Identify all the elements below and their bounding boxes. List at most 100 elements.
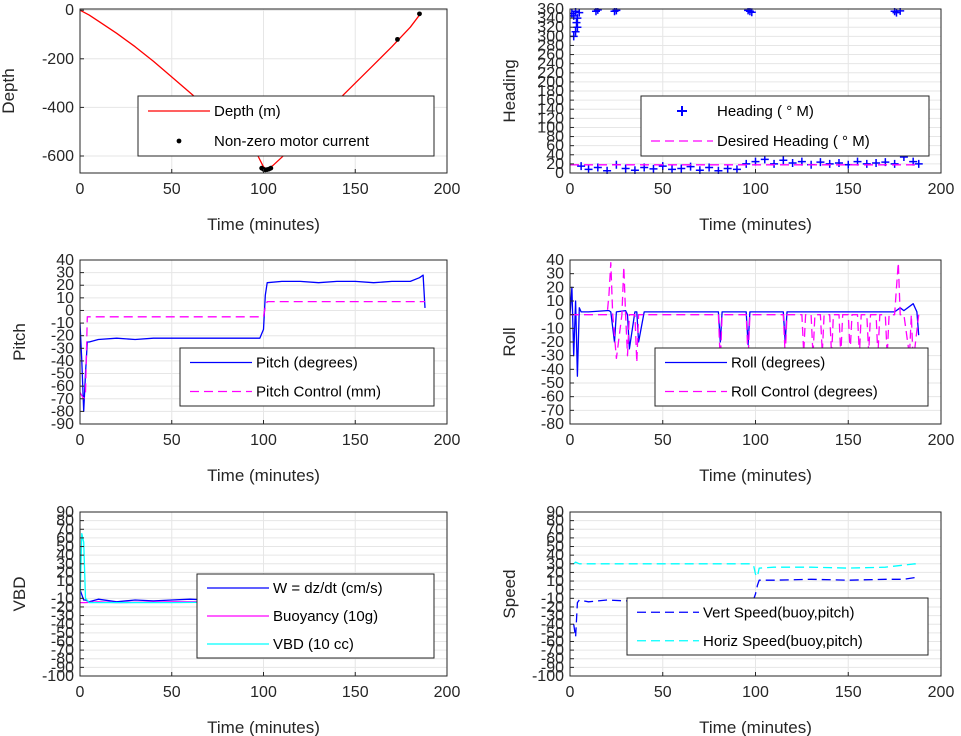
plot-area [570,262,920,377]
y-tick-label: 30 [56,265,74,282]
y-tick-label: -60 [541,633,564,650]
data-point [686,162,695,171]
y-tick-label: -70 [541,402,564,419]
y-tick-label: 70 [546,521,564,538]
y-tick-label: 30 [546,266,564,283]
plot-area [80,274,426,413]
data-point [610,8,619,16]
data-point [892,8,901,17]
y-tick-label: -70 [51,642,74,659]
x-tick-label: 150 [835,432,862,449]
legend-box [179,347,435,407]
legend-label: Depth (m) [214,103,281,120]
series-line-depth-0 [80,9,422,171]
y-tick-label: 120 [537,110,564,127]
y-tick-label: 260 [537,47,564,64]
chart-depth: 0 50 100 150 200 0 -200 -400 -600 Time (minutes) D… [0,2,460,234]
y-tick-label: 20 [546,564,564,581]
y-tick-label: 90 [546,504,564,521]
data-point [591,8,600,16]
y-tick-label: 200 [537,74,564,91]
x-tick-label: 200 [434,432,461,449]
y-tick-label: -90 [51,416,74,433]
y-tick-label: 10 [56,290,74,307]
y-tick-label: 80 [546,513,564,530]
data-point [760,155,769,164]
y-tick-label: -30 [51,608,74,625]
x-tick-label: 150 [835,181,862,198]
data-point [788,158,797,167]
legend: Pitch (degrees) Pitch Control (mm) [179,347,435,407]
x-tick-label: 0 [76,181,85,198]
data-point [571,27,580,36]
x-tick-label: 50 [163,684,181,701]
legend: W = dz/dt (cm/s) Buoyancy (10g) VBD (10 cc… [196,573,435,659]
legend-label: Pitch (degrees) [256,355,358,372]
legend-swatch [677,106,687,116]
y-tick-label: 60 [56,530,74,547]
y-tick-label: 240 [537,56,564,73]
x-axis-label: Time (minutes) [207,215,320,234]
y-tick-label: 340 [537,10,564,27]
legend: Vert Speed(buoy,pitch) Horiz Speed(buoy,p… [626,597,929,656]
y-tick-label: -30 [541,348,564,365]
legend-label: Roll (degrees) [731,355,825,372]
y-tick-label: 30 [546,556,564,573]
y-tick-label: -70 [541,642,564,659]
y-tick-label: -80 [541,651,564,668]
y-tick-label: 60 [546,530,564,547]
x-tick-label: 200 [434,181,461,198]
legend-label: Non-zero motor current [214,133,370,150]
data-point [577,162,586,171]
x-tick-label: 100 [250,684,277,701]
data-point [872,158,881,167]
y-tick-label: -20 [541,334,564,351]
x-tick-label: 100 [742,181,769,198]
data-point [584,165,593,174]
y-tick-label: -20 [541,599,564,616]
x-tick-label: 150 [342,432,369,449]
chart-vbd: 0 50 100 150 2009080706050403020100-10-20-30… [10,504,460,736]
y-tick-label: -20 [51,328,74,345]
y-tick-label: 70 [56,521,74,538]
data-point [732,165,741,174]
y-tick-label: -10 [541,590,564,607]
series-line-roll-1 [570,262,920,364]
y-tick-label: 0 [555,582,564,599]
y-tick-label: 60 [546,138,564,155]
x-tick-label: 100 [742,684,769,701]
y-axis-label: Pitch [10,323,29,361]
x-tick-label: 50 [654,684,672,701]
legend-label: Horiz Speed(buoy,pitch) [703,633,863,650]
y-tick-label: 0 [555,165,564,182]
series-line-pitch-1 [80,300,425,400]
legend-box [640,95,930,157]
y-tick-label: -80 [51,651,74,668]
y-tick-label: 140 [537,101,564,118]
legend-label: Vert Speed(buoy,pitch) [703,604,854,621]
data-point [573,14,582,23]
y-tick-label: -200 [42,51,74,68]
y-tick-label: -10 [51,315,74,332]
y-tick-label: 360 [537,1,564,18]
legend-label: Desired Heading ( ° M) [717,133,870,150]
y-tick-label: 40 [546,547,564,564]
x-tick-label: 200 [928,181,955,198]
data-point [862,159,871,168]
y-tick-label: 80 [546,129,564,146]
x-tick-label: 50 [163,181,181,198]
series-line-roll-0 [570,286,920,377]
y-tick-label: -40 [51,616,74,633]
chart-heading: 0 50 100 150 2000204060801001201401601802002… [500,1,954,234]
y-tick-label: 0 [65,2,74,19]
legend-label: Pitch Control (mm) [256,384,381,401]
y-tick-label: 220 [537,65,564,82]
y-tick-label: 50 [56,539,74,556]
data-point [668,165,677,174]
y-tick-label: -100 [532,668,564,685]
y-tick-label: 20 [546,279,564,296]
y-tick-label: 160 [537,92,564,109]
y-tick-label: 80 [56,513,74,530]
data-point [779,156,788,165]
x-tick-label: 0 [566,181,575,198]
